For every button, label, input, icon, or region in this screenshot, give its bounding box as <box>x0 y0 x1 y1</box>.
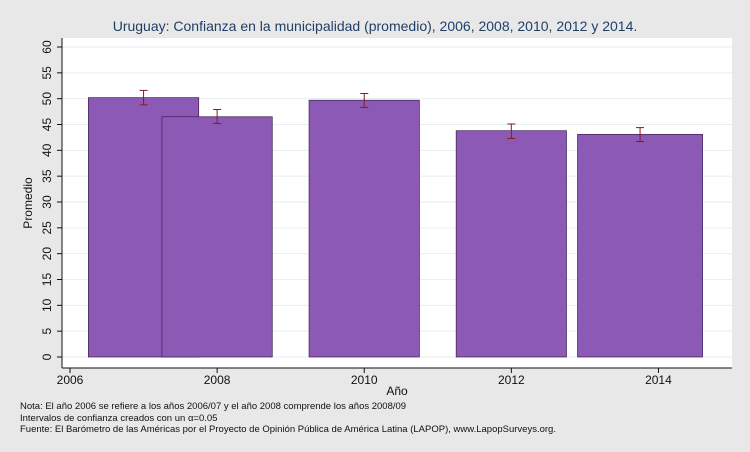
y-tick-label: 45 <box>40 118 54 132</box>
bar <box>455 130 567 358</box>
x-tick-label: 2012 <box>498 373 525 387</box>
source-note: Fuente: El Barómetro de las Américas por… <box>20 424 556 435</box>
y-tick-label: 55 <box>40 66 54 80</box>
x-tick-label: 2010 <box>351 373 378 387</box>
footnotes: Nota: El año 2006 se refiere a los años … <box>20 401 556 436</box>
x-tick-label: 2006 <box>57 373 84 387</box>
y-tick-label: 50 <box>40 92 54 106</box>
x-tick-label: 2008 <box>204 373 231 387</box>
bar <box>577 133 703 358</box>
y-tick-label: 15 <box>40 273 54 287</box>
x-axis-label: Año <box>386 384 408 398</box>
confidence-note: Intervalos de confianza creados con un α… <box>20 412 218 424</box>
y-tick-label: 40 <box>40 143 54 157</box>
y-tick-label: 20 <box>40 247 54 261</box>
bar <box>308 99 420 358</box>
y-tick-label: 0 <box>40 353 54 360</box>
axes: 0 5 10 15 20 25 30 35 40 45 50 55 60 2006 2008 2010 2012… <box>40 38 732 387</box>
note-line: Nota: El año 2006 se refiere a los años … <box>20 401 407 412</box>
y-tick-label: 60 <box>40 40 54 54</box>
bar <box>161 116 273 358</box>
y-tick-label: 25 <box>40 221 54 235</box>
x-tick-label: 2014 <box>645 373 672 387</box>
chart-title: Uruguay: Confianza en la municipalidad (… <box>113 18 638 34</box>
y-axis-label: Promedio <box>21 177 35 229</box>
y-tick-label: 5 <box>40 328 54 335</box>
y-tick-label: 35 <box>40 169 54 183</box>
y-tick-label: 30 <box>40 195 54 209</box>
y-tick-label: 10 <box>40 298 54 312</box>
bars <box>88 89 703 358</box>
